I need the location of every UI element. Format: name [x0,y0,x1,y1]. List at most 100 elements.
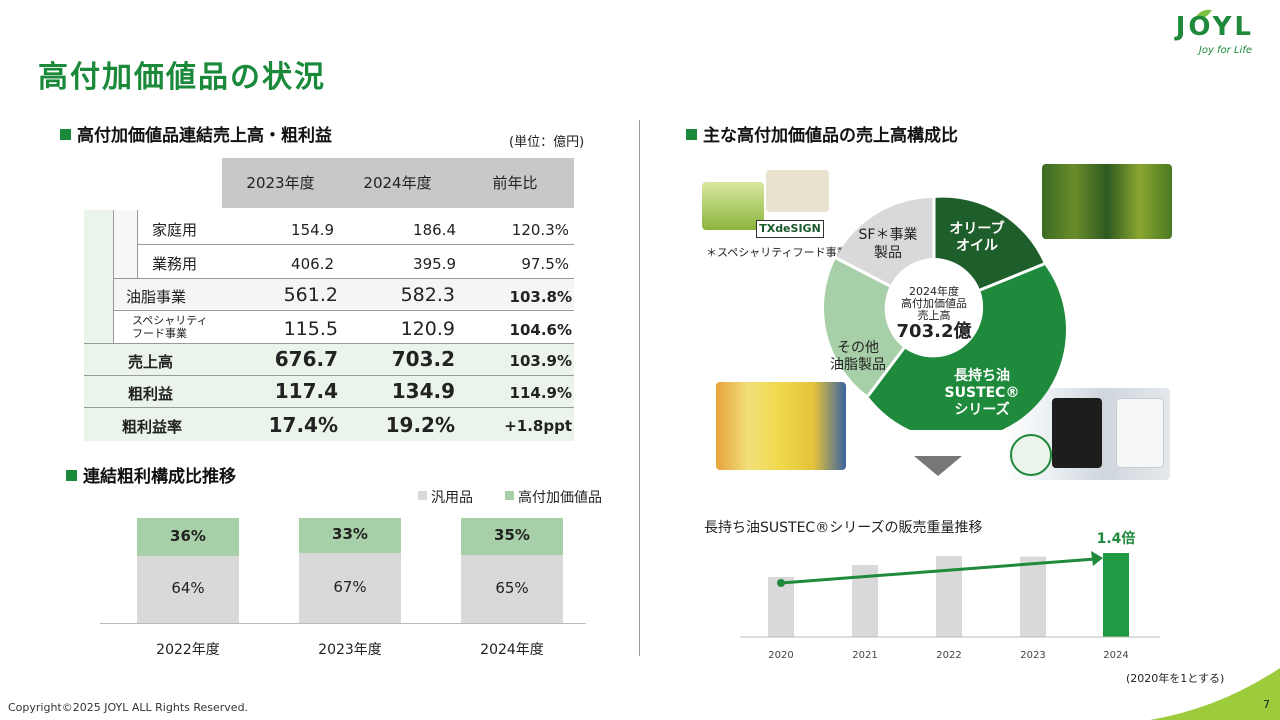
donut-slice-sustec [868,264,1066,430]
label-value-added-0: 36% [170,526,206,545]
bullet-square-icon [66,470,77,481]
cell-sales-2023: 676.7 [274,347,338,371]
cell-margin-2023: 17.4% [268,413,338,437]
bar-value-added-0 [137,518,239,556]
col-header-2023: 2023年度 [222,158,339,208]
segment-label-olive: オリーブ オイル [949,221,1005,254]
cell-gross-2023: 117.4 [274,379,338,403]
donut-slice-other [823,258,904,396]
row-bg-sales [84,344,574,375]
sustec-chart-svg: 2020 2021 2022 2023 2024 1.4倍 [740,530,1160,661]
logo-tagline: Joy for Life [1198,45,1252,56]
bar-general-1 [299,552,401,623]
page-title: 高付加価値品の状況 [38,60,326,95]
segment-label-sustec: 長持ち油 SUSTEC® シリーズ [944,368,1020,418]
cell-home-2023: 154.9 [291,221,334,239]
sustec-x-label-2020: 2020 [768,650,793,661]
logo-wordmark: JOYL [1175,12,1254,42]
row-label-oil: 油脂事業 [126,288,187,306]
margin-chart-axis [100,623,586,624]
cell-home-yoy: 120.3% [511,221,569,239]
cell-sf-2024: 120.9 [400,318,455,340]
x-label-2: 2024年度 [480,642,544,658]
row-bg-gross [84,376,574,407]
unit-label: (単位：億円) [509,135,585,150]
trend-start-dot [777,579,785,587]
col-header-yoy: 前年比 [456,158,574,208]
other-oil-products-image [716,382,846,470]
sustec-x-label-2022: 2022 [936,650,961,661]
composition-donut-chart [823,197,1066,430]
sustec-bar-2023 [1020,556,1046,637]
segment-label-sf: SF＊事業 製品 [858,227,918,261]
bullet-square-icon [686,129,697,140]
row-bg-margin [84,408,574,441]
row-label-home: 家庭用 [152,221,198,239]
cell-gross-2024: 134.9 [391,379,455,403]
row-label-sf: スペシャリティ フード事業 [132,314,208,340]
legend-label-value: 高付加価値品 [518,490,602,506]
sales-table-heading: 高付加価値品連結売上高・粗利益 [60,121,332,146]
margin-chart: 64% 36% 2022年度 67% 33% 2023年度 65% 35% 2024年度 [100,515,586,660]
label-general-1: 67% [333,577,367,596]
sustec-chart: 2020 2021 2022 2023 2024 1.4倍 [740,530,1160,665]
cell-oil-2023: 561.2 [283,284,338,306]
x-label-1: 2023年度 [318,642,382,658]
olive-oil-products-image [1042,164,1172,239]
trend-arrow-head-icon [1091,551,1103,566]
sales-table: 2023年度 2024年度 前年比 家庭用 154.9 186.4 120.3%… [84,158,574,441]
cell-sf-yoy: 104.6% [509,321,572,339]
cell-oil-yoy: 103.8% [509,288,572,306]
cell-home-2024: 186.4 [413,221,456,239]
bar-general-0 [137,555,239,623]
trend-arrow-line [780,557,1096,585]
cell-sf-2023: 115.5 [283,318,338,340]
down-arrow-icon [914,456,962,476]
cell-margin-yoy: +1.8ppt [504,417,572,435]
bar-value-added-1 [299,518,401,553]
bullet-square-icon [60,129,71,140]
cell-business-2024: 395.9 [413,255,456,273]
copyright-text: Copyright©2025 JOYL ALL Rights Reserved. [8,701,249,714]
page-number: 7 [1263,698,1270,711]
row-bg-oil [114,279,574,309]
sustec-callout: 1.4倍 [1097,530,1136,547]
cell-gross-yoy: 114.9% [509,384,572,402]
txdesign-logo: TXdeSIGN [756,220,824,238]
row-label-margin: 粗利益率 [122,418,183,436]
leaf-icon [1194,9,1212,20]
donut-center-label: 2024年度 高付加価値品 売上高 703.2億 [896,285,972,342]
label-value-added-1: 33% [332,525,368,544]
cell-sales-2024: 703.2 [391,347,455,371]
sustec-x-label-2023: 2023 [1020,650,1045,661]
cell-margin-2024: 19.2% [385,413,455,437]
x-label-0: 2022年度 [156,642,220,658]
segment-label-other: その他 油脂製品 [830,340,886,373]
cell-oil-2024: 582.3 [400,284,455,306]
cell-sales-yoy: 103.9% [509,352,572,370]
sf-product-food-image [766,170,829,212]
legend-swatch-value [505,491,514,500]
label-general-0: 64% [171,579,205,598]
legend-swatch-general [418,491,427,500]
joyl-logo: JOYL Joy for Life [1156,8,1266,58]
bar-general-2 [461,554,563,623]
sustec-chart-title: 長持ち油SUSTEC®シリーズの販売重量推移 [704,520,983,536]
col-header-2024: 2024年度 [339,158,456,208]
cell-business-2023: 406.2 [291,255,334,273]
vertical-divider [639,120,640,656]
sf-footnote: ＊スペシャリティフード事業 [706,246,848,259]
margin-chart-heading: 連結粗利構成比推移 [66,462,236,487]
sustec-x-label-2024: 2024 [1103,650,1128,661]
sustec-x-label-2021: 2021 [852,650,877,661]
donut-slice-sf [836,198,934,286]
cell-business-yoy: 97.5% [521,255,569,273]
row-label-sales: 売上高 [128,353,174,371]
sustec-bar-2024 [1103,553,1129,637]
row-label-gross: 粗利益 [128,385,174,403]
corner-decoration [1150,668,1280,720]
row-label-business: 業務用 [152,255,198,273]
sf-product-box-image [702,182,764,230]
label-general-2: 65% [495,578,529,597]
bar-value-added-2 [461,518,563,555]
